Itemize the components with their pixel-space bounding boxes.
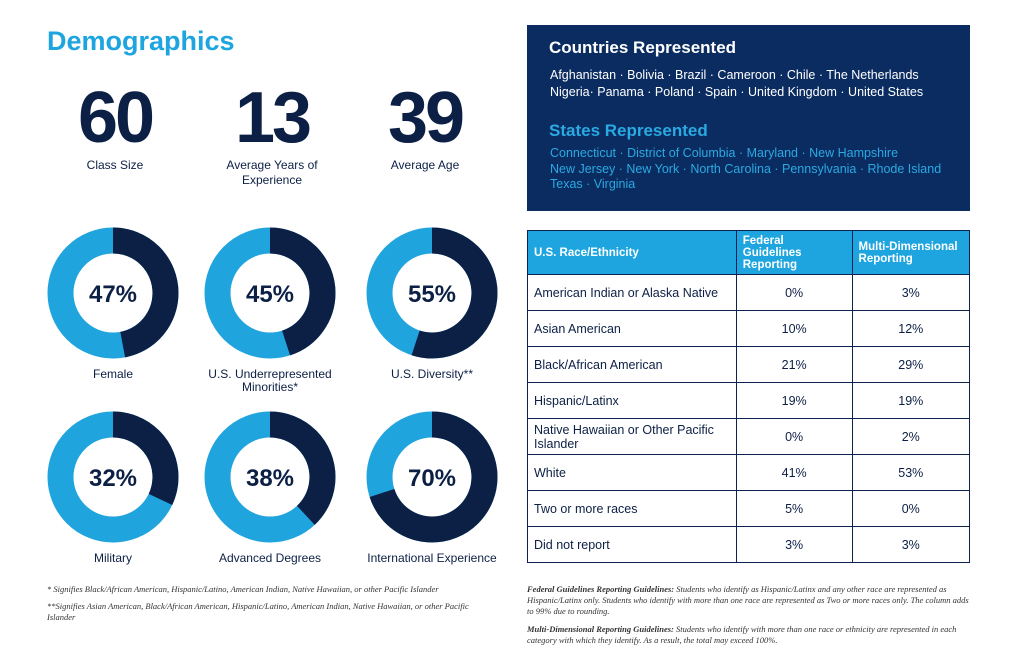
table-row: American Indian or Alaska Native 0% 3% [527, 274, 971, 311]
table-cell: 21% [735, 346, 853, 383]
locations-box: Countries Represented States Represented… [527, 25, 970, 211]
country-line: Nigeria· Panama · Poland · Spain · Unite… [550, 85, 924, 99]
stat-value: 39 [387, 78, 465, 158]
stat-label: Class Size [86, 158, 144, 172]
guideline: Multi-Dimensional Reporting Guidelines: … [527, 624, 977, 646]
footnote: **Signifies Asian American, Black/Africa… [47, 601, 469, 622]
donut-arc [366, 227, 498, 359]
table-row: Two or more races 5% 0% [527, 490, 971, 527]
table-cell: 19% [851, 382, 971, 419]
race-table: U.S. Race/Ethnicity Federal Guidelines Re… [527, 230, 971, 563]
table-cell: 53% [851, 454, 971, 491]
table-row: Native Hawaiian or Other Pacific Islande… [527, 418, 971, 455]
table-cell: White [527, 454, 737, 491]
guideline-lead: Federal Guidelines Reporting Guidelines: [527, 584, 675, 594]
table-cell: 0% [851, 490, 971, 527]
table-row: Asian American 10% 12% [527, 310, 971, 347]
table-cell: 0% [735, 418, 853, 455]
table-cell: Black/African American [527, 346, 737, 383]
stat-value: 13 [234, 78, 312, 158]
donut-arc [47, 411, 179, 543]
page-title: Demographics [47, 26, 235, 56]
donut-label: U.S. Diversity** [390, 367, 473, 381]
guideline: Federal Guidelines Reporting Guidelines:… [527, 584, 977, 617]
donut-value-label: 47% [89, 281, 137, 308]
table-cell: Asian American [527, 310, 737, 347]
table-header-cell: Federal Guidelines Reporting [735, 230, 853, 275]
footnote: * Signifies Black/African American, Hisp… [47, 584, 439, 594]
table-cell: 10% [735, 310, 853, 347]
donut-value-label: 38% [246, 465, 294, 492]
donut-arc [366, 411, 498, 543]
stat: 13 Average Years of Experience [197, 82, 347, 188]
stat-label: Average Age [390, 158, 460, 172]
donut-arc [204, 227, 336, 359]
stat: 39 Average Age [350, 82, 500, 173]
table-header-row: U.S. Race/Ethnicity Federal Guidelines Re… [527, 230, 971, 275]
stat-value: 60 [77, 78, 155, 158]
country-line: Afghanistan · Bolivia · Brazil · Cameroo… [550, 68, 919, 82]
stat: 60 Class Size [40, 82, 190, 173]
table-row: Did not report 3% 3% [527, 526, 971, 563]
table-cell: 3% [851, 274, 971, 311]
donut-label: Military [94, 551, 132, 565]
table-cell: 19% [735, 382, 853, 419]
table-cell: Two or more races [527, 490, 737, 527]
table-cell: 29% [851, 346, 971, 383]
guideline-text: Students who identify with more than one… [527, 624, 957, 645]
table-row: Hispanic/Latinx 19% 19% [527, 382, 971, 419]
table-cell: Did not report [527, 526, 737, 563]
table-row: White 41% 53% [527, 454, 971, 491]
donut-label: Female [92, 367, 133, 381]
table-cell: Native Hawaiian or Other Pacific Islande… [527, 418, 737, 455]
table-header-cell: Multi-Dimensional Reporting [851, 230, 971, 275]
donut-label: Advanced Degrees [218, 551, 322, 565]
guideline-text: Students who identify as Hispanic/Latinx… [527, 584, 969, 616]
donut-value-label: 45% [246, 281, 294, 308]
donut-label: U.S. Underrepresented Minorities* [208, 367, 332, 394]
state-line: Connecticut · District of Columbia · Mar… [550, 146, 899, 160]
table-cell: 41% [735, 454, 853, 491]
table-cell: 12% [851, 310, 971, 347]
donut-charts: 47% 45% 55% 32% 38% 70% [47, 227, 498, 543]
table-cell: 5% [735, 490, 853, 527]
donut-arc [204, 411, 336, 543]
donut-arc [47, 227, 179, 359]
table-cell: 3% [735, 526, 853, 563]
table-cell: 3% [851, 526, 971, 563]
table-row: Black/African American 21% 29% [527, 346, 971, 383]
table-cell: 2% [851, 418, 971, 455]
donut-value-label: 32% [89, 465, 137, 492]
states-title: States Represented [549, 121, 708, 140]
donut-value-label: 55% [408, 281, 456, 308]
countries-title: Countries Represented [549, 38, 737, 57]
table-cell: Hispanic/Latinx [527, 382, 737, 419]
donut-value-label: 70% [408, 465, 456, 492]
table-cell: 0% [735, 274, 853, 311]
donut-label: International Experience [367, 551, 497, 565]
table-header-cell: U.S. Race/Ethnicity [527, 230, 737, 275]
guideline-lead: Multi-Dimensional Reporting Guidelines: [527, 624, 674, 634]
stat-label: Average Years of Experience [226, 158, 318, 187]
state-line: New Jersey · New York · North Carolina ·… [550, 161, 942, 176]
table-cell: American Indian or Alaska Native [527, 274, 737, 311]
state-line: Texas · Virginia [550, 177, 636, 191]
